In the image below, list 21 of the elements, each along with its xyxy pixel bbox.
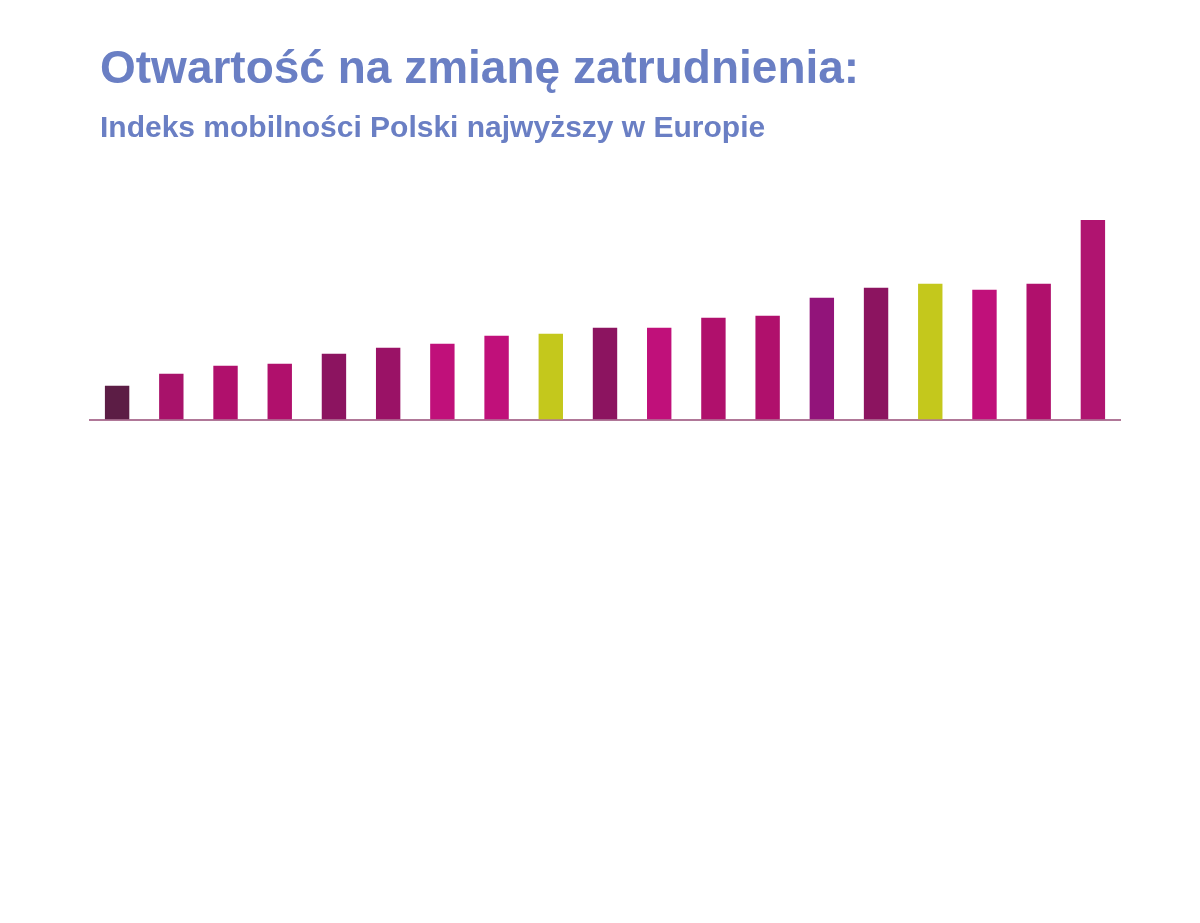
bar: [1080, 220, 1106, 420]
bar: [159, 373, 184, 420]
bar: [701, 317, 726, 420]
bar: [213, 365, 238, 420]
bar: [918, 283, 943, 420]
chart-subtitle: Indeks mobilności Polski najwyższy w Europie: [100, 110, 766, 144]
bar: [430, 343, 455, 420]
chart-title: Otwartość na zmianę zatrudnienia:: [100, 40, 860, 94]
bar: [375, 347, 401, 420]
bar: [592, 327, 618, 420]
bar: [809, 297, 835, 420]
bar: [538, 333, 563, 420]
bar: [863, 287, 889, 420]
bar: [321, 353, 347, 420]
bar: [755, 315, 780, 420]
bar: [647, 327, 672, 420]
bar: [972, 289, 997, 420]
bar: [267, 363, 292, 420]
bar: [104, 385, 130, 420]
bar: [484, 335, 509, 420]
bar: [1026, 283, 1051, 420]
